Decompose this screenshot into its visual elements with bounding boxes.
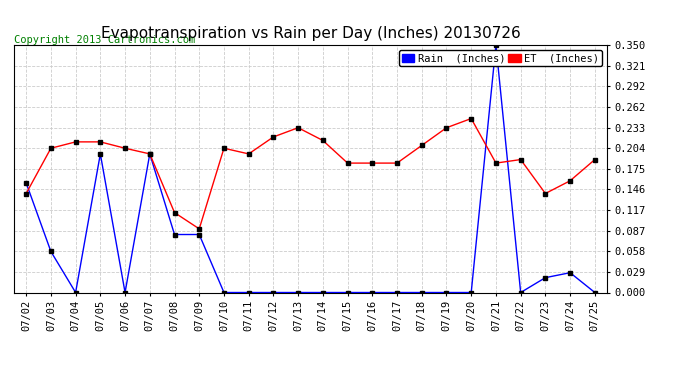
- Text: Copyright 2013 Cartronics.com: Copyright 2013 Cartronics.com: [14, 34, 195, 45]
- Title: Evapotranspiration vs Rain per Day (Inches) 20130726: Evapotranspiration vs Rain per Day (Inch…: [101, 26, 520, 41]
- Legend: Rain  (Inches), ET  (Inches): Rain (Inches), ET (Inches): [399, 50, 602, 66]
